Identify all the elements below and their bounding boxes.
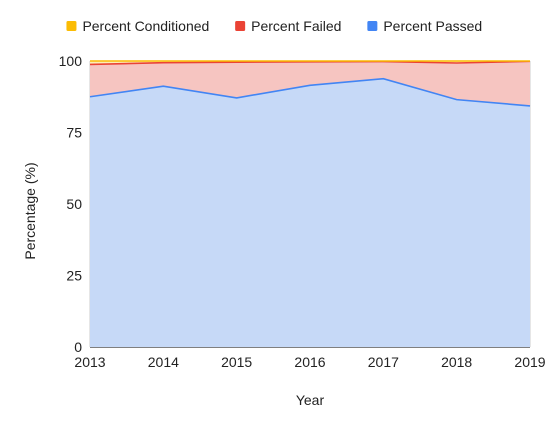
x-tick-label: 2019 <box>514 354 545 370</box>
y-axis-title: Percentage (%) <box>22 162 38 259</box>
legend-item: Percent Failed <box>235 18 341 34</box>
legend-label: Percent Failed <box>251 18 341 34</box>
line-percent-passed <box>89 77 531 107</box>
axes: 0 25 50 75 100 2013 2014 2015 2016 2017 2018 2019 <box>59 53 546 370</box>
area-series-group <box>90 61 530 347</box>
x-tick-label: 2018 <box>441 354 472 370</box>
y-tick-label: 50 <box>66 196 82 212</box>
series-lines-group <box>89 60 531 107</box>
y-tick-label: 100 <box>59 53 83 69</box>
x-tick-label: 2017 <box>368 354 399 370</box>
legend-swatch <box>66 21 77 31</box>
x-tick-label: 2013 <box>74 354 105 370</box>
y-tick-label: 25 <box>66 268 82 284</box>
legend-item: Percent Passed <box>367 18 482 34</box>
x-tick-label: 2014 <box>148 354 179 370</box>
legend: Percent Conditioned Percent Failed Percent… <box>66 18 482 34</box>
legend-swatch <box>235 21 246 31</box>
legend-swatch <box>367 21 378 31</box>
area-percent-failed <box>90 61 530 106</box>
legend-label: Percent Passed <box>383 18 482 34</box>
legend-label: Percent Conditioned <box>82 18 209 34</box>
legend-item: Percent Conditioned <box>66 18 209 34</box>
x-tick-label: 2015 <box>221 354 252 370</box>
area-percent-passed <box>90 78 530 347</box>
x-axis-title: Year <box>296 392 325 408</box>
y-tick-label: 0 <box>74 339 82 355</box>
y-tick-label: 75 <box>66 125 82 141</box>
x-tick-label: 2016 <box>294 354 325 370</box>
line-percent-failed <box>89 60 531 66</box>
